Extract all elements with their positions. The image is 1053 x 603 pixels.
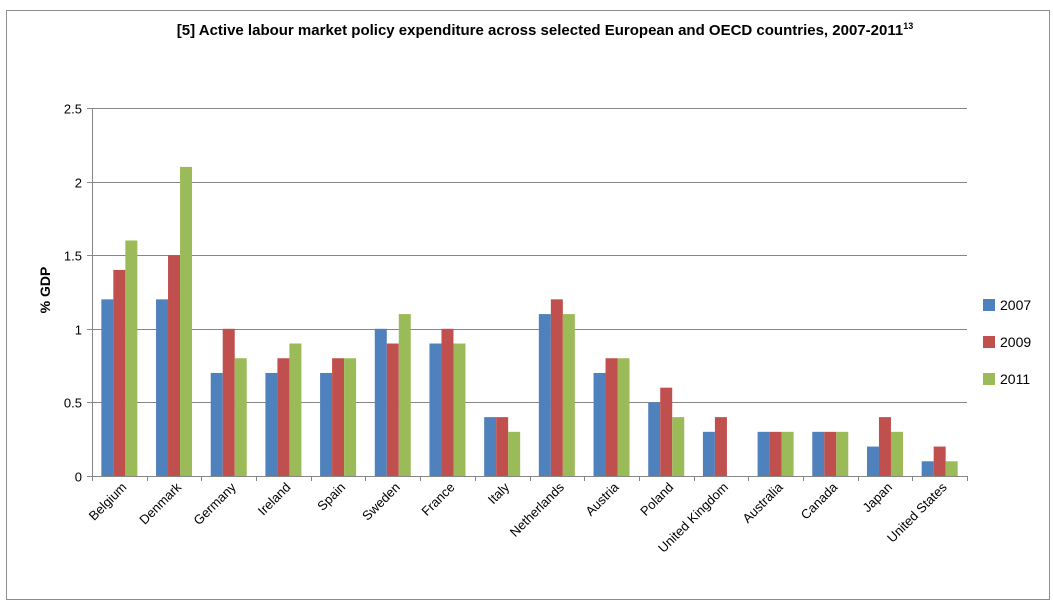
bar-2007-spain [320,372,333,476]
bar-2011-denmark [180,166,193,476]
axes [92,108,968,481]
bar-2011-netherlands [562,314,575,476]
bar-2007-canada [812,431,825,476]
bar-2011-poland [672,417,685,476]
bar-2007-denmark [156,299,169,476]
y-axis-title: % GDP [37,267,53,314]
x-tick-label: Poland [637,480,676,519]
chart-title-block: [5] Active labour market policy expendit… [80,20,1010,41]
bar-2011-united-states [945,461,958,476]
legend-label: 2009 [1000,334,1031,350]
bar-2009-australia [769,431,782,476]
bar-2011-austria [617,358,630,476]
bar-2011-germany [234,358,247,476]
x-tick-label: France [418,480,457,519]
bar-2007-germany [210,372,223,476]
bar-2011-france [453,343,466,476]
bar-2009-italy [496,417,509,476]
x-tick-label: Belgium [86,480,130,524]
legend-swatch [983,299,995,311]
y-tick-label: 1 [75,323,82,338]
x-tick-label: Netherlands [507,479,568,540]
y-tick-label: 2.5 [64,102,82,117]
x-tick-label: Canada [798,479,841,522]
bar-2011-belgium [125,240,138,476]
bar-2009-japan [878,417,891,476]
bar-2007-australia [757,431,770,476]
bar-2007-italy [484,417,497,476]
bar-2011-sweden [398,314,411,476]
bar-2009-denmark [168,255,181,476]
y-tick-label: 0.5 [64,396,82,411]
bar-2007-sweden [374,328,387,476]
bar-2009-poland [660,387,673,476]
x-tick-label: Italy [485,479,513,507]
y-tick-labels: 0 0.5 1 1.5 2 2.5 [64,102,82,485]
bar-2007-ireland [265,372,278,476]
bar-2009-spain [332,358,345,476]
bar-2007-poland [648,402,661,476]
y-tick-label: 2 [75,176,82,191]
legend-swatch [983,336,995,348]
bar-2007-united-states [921,461,934,476]
x-tick-label: Germany [190,479,239,528]
y-tick-label: 0 [75,470,82,485]
bar-2009-united-kingdom [714,417,727,476]
bar-2009-netherlands [550,299,563,476]
x-tick-labels: Belgium Denmark Germany Ireland Spain Sweden F… [86,479,950,556]
x-tick-label: Australia [739,479,786,526]
bar-2011-australia [781,431,794,476]
x-tick-label: Sweden [359,480,403,524]
bar-2011-ireland [289,343,302,476]
bar-2007-austria [593,372,606,476]
legend-swatch [983,373,995,385]
bar-2007-united-kingdom [702,431,715,476]
legend-label: 2011 [1000,371,1030,387]
bar-2007-france [429,343,442,476]
legend: 2007 2009 2011 [983,297,1031,387]
bar-2007-netherlands [538,314,551,476]
bar-2009-belgium [113,269,126,476]
x-tick-label: Denmark [136,479,184,527]
bar-2007-japan [866,446,879,476]
gridlines [87,108,967,477]
x-tick-label: Ireland [255,480,294,519]
bar-2011-spain [344,358,357,476]
x-tick-label: Austria [582,479,622,519]
bar-2011-japan [890,431,903,476]
chart-title: [5] Active labour market policy expendit… [176,22,904,39]
legend-label: 2007 [1000,297,1031,313]
x-tick-label: Spain [314,480,348,514]
bar-2009-sweden [386,343,399,476]
bar-2011-italy [508,431,521,476]
bar-2009-germany [222,328,235,476]
bar-2007-belgium [101,299,114,476]
bar-2011-canada [836,431,849,476]
bar-2009-ireland [277,358,290,476]
bar-2009-canada [824,431,837,476]
bars [101,166,958,476]
bar-2009-austria [605,358,618,476]
chart-title-footnote: 13 [903,21,914,31]
x-tick-label: Japan [859,480,895,516]
bar-2009-france [441,328,454,476]
y-tick-label: 1.5 [64,249,82,264]
bar-2009-united-states [933,446,946,476]
